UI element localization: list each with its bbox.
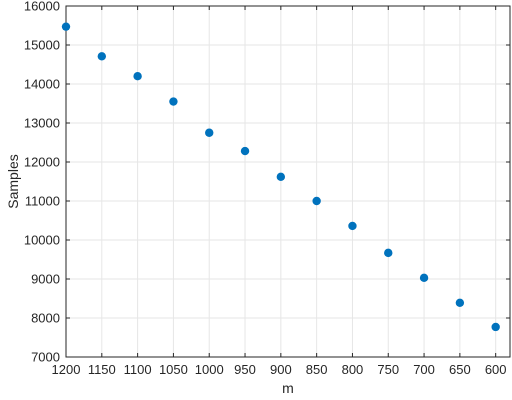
x-tick-label: 700 bbox=[413, 362, 435, 377]
y-tick-label: 7000 bbox=[31, 350, 60, 365]
y-tick-labels: 7000 8000 9000 10000 11000 12000 13000 14000 150… bbox=[24, 0, 60, 365]
data-points bbox=[61, 22, 500, 332]
y-tick-label: 9000 bbox=[31, 272, 60, 287]
x-tick-label: 950 bbox=[234, 362, 256, 377]
data-point bbox=[455, 298, 465, 307]
grid bbox=[65, 5, 510, 358]
x-tick-label: 1200 bbox=[52, 362, 81, 377]
data-point bbox=[205, 128, 214, 137]
x-tick-label: 800 bbox=[342, 362, 364, 377]
data-point bbox=[97, 52, 107, 61]
data-point bbox=[169, 97, 178, 106]
y-axis-label: Samples bbox=[5, 154, 21, 208]
x-tick-label: 1150 bbox=[88, 362, 116, 377]
data-point bbox=[276, 172, 286, 182]
y-tick-label: 11000 bbox=[25, 194, 60, 209]
x-tick-label: 1050 bbox=[159, 362, 188, 377]
x-tick-label: 650 bbox=[449, 362, 471, 377]
axes bbox=[65, 5, 511, 358]
y-tick-label: 16000 bbox=[24, 0, 60, 14]
y-tick-label: 8000 bbox=[31, 311, 60, 326]
x-tick-label: 600 bbox=[485, 362, 507, 377]
data-point bbox=[348, 221, 357, 231]
y-tick-label: 12000 bbox=[24, 155, 60, 170]
y-tick-label: 14000 bbox=[24, 77, 60, 92]
plot-frame bbox=[65, 5, 511, 358]
x-tick-labels: 1200 1150 1100 1050 1000 950 900 850 800 750 700 65… bbox=[52, 362, 507, 377]
y-tick-label: 15000 bbox=[24, 38, 60, 53]
x-tick-label: 850 bbox=[306, 362, 328, 377]
data-point bbox=[419, 273, 429, 283]
x-axis-label: m bbox=[282, 380, 294, 396]
data-point bbox=[133, 72, 142, 81]
data-point bbox=[384, 248, 393, 258]
y-tick-label: 13000 bbox=[24, 116, 60, 131]
data-point bbox=[491, 322, 500, 332]
x-tick-label: 1100 bbox=[124, 362, 152, 377]
y-tick-label: 10000 bbox=[24, 233, 60, 248]
x-tick-label: 900 bbox=[270, 362, 292, 377]
x-tick-label: 1000 bbox=[195, 362, 224, 377]
data-point bbox=[240, 146, 250, 156]
x-tick-label: 750 bbox=[377, 362, 399, 377]
data-point bbox=[61, 22, 71, 31]
data-point bbox=[312, 196, 321, 206]
